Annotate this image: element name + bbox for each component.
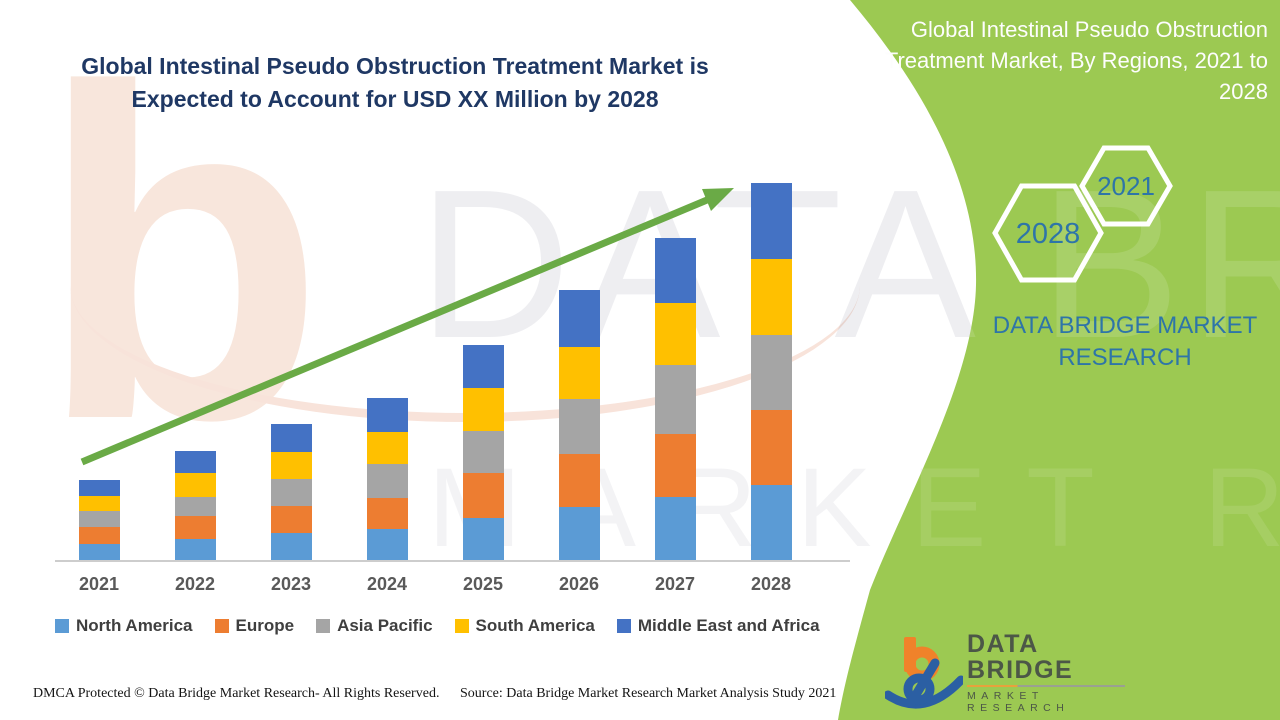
logo-subtitle: MARKET RESEARCH <box>967 690 1070 714</box>
databridge-logo-text: DATA BRIDGE MARKET RESEARCH <box>967 631 1125 714</box>
watermark-logo-b: b <box>38 0 326 517</box>
hexagon-2021-label: 2021 <box>1097 171 1155 201</box>
legend-item-europe: Europe <box>214 616 295 636</box>
legend-item-north-america: North America <box>55 616 193 636</box>
legend-label-middle-east-africa: Middle East and Africa <box>637 616 820 635</box>
dmca-notice: DMCA Protected © Data Bridge Market Rese… <box>33 686 440 701</box>
x-axis-line <box>55 560 850 562</box>
legend-label-europe: Europe <box>235 616 295 635</box>
legend-swatch-middle-east-africa <box>616 619 631 633</box>
panel-brand-text: DATA BRIDGE MARKET RESEARCH <box>992 312 1258 371</box>
legend-item-asia-pacific: Asia Pacific <box>316 616 433 636</box>
hexagon-2028 <box>992 183 1104 283</box>
legend-item-south-america: South America <box>454 616 595 636</box>
legend-label-south-america: South America <box>475 616 595 635</box>
legend-item-middle-east-africa: Middle East and Africa <box>616 616 820 636</box>
legend-label-north-america: North America <box>76 616 193 635</box>
chart-legend: North America Europe Asia Pacific South … <box>55 616 820 636</box>
databridge-logo-icon <box>885 636 963 709</box>
legend-swatch-asia-pacific <box>316 619 331 633</box>
legend-label-asia-pacific: Asia Pacific <box>337 616 433 635</box>
legend-swatch-europe <box>214 619 229 633</box>
hexagon-2028-label: 2028 <box>1016 218 1081 250</box>
hexagon-2021 <box>1079 145 1173 227</box>
source-note: Source: Data Bridge Market Research Mark… <box>460 686 837 701</box>
logo-divider <box>967 685 1125 687</box>
legend-swatch-north-america <box>55 619 69 633</box>
chart-title: Global Intestinal Pseudo Obstruction Tre… <box>81 53 709 112</box>
panel-heading: Global Intestinal Pseudo Obstruction Tre… <box>884 17 1268 104</box>
legend-swatch-south-america <box>454 619 469 633</box>
logo-name: DATA BRIDGE <box>967 630 1074 684</box>
databridge-logo: DATA BRIDGE MARKET RESEARCH <box>885 630 1125 715</box>
